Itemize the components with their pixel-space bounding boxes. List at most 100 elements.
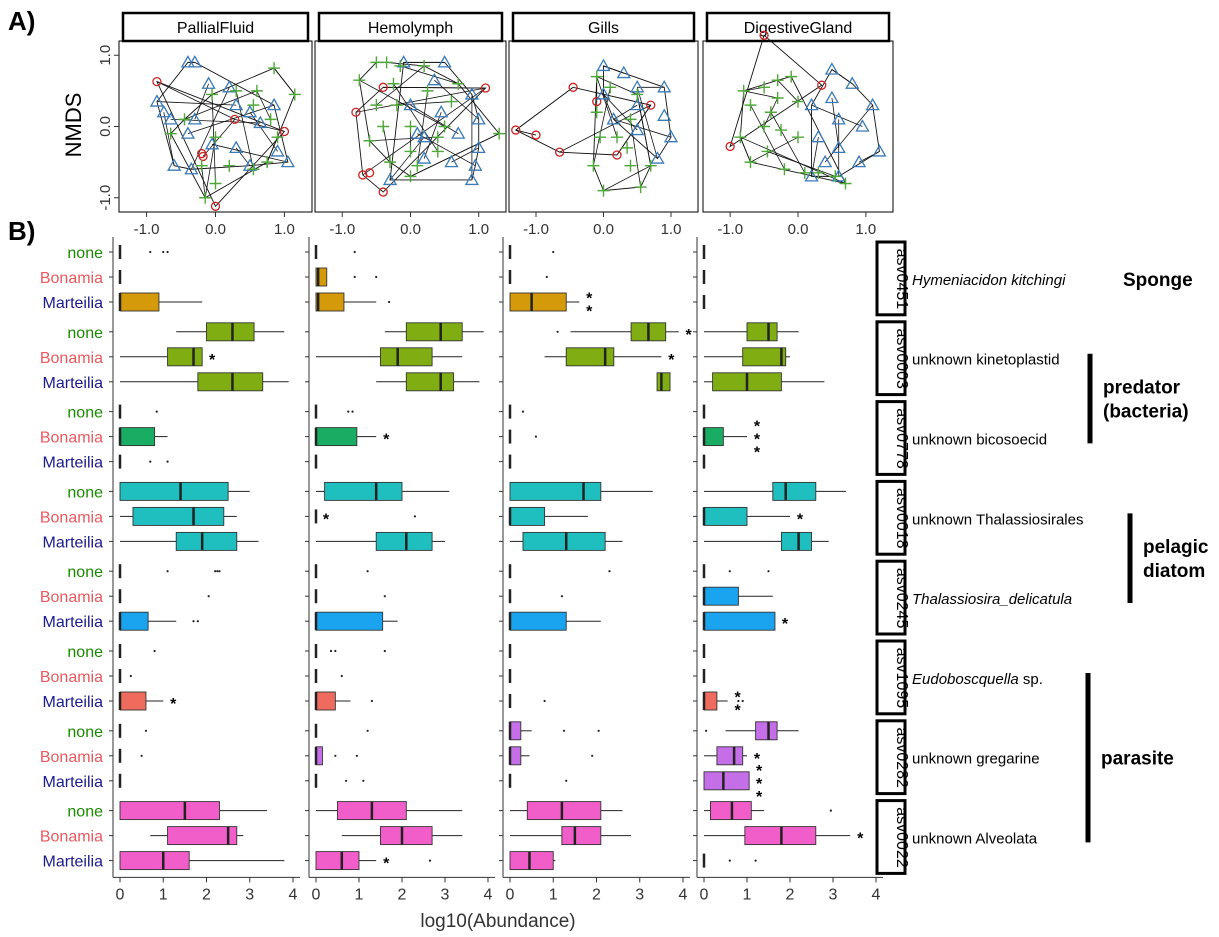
box-iqr	[119, 851, 190, 871]
outlier-point	[591, 754, 594, 757]
cross-point	[421, 84, 434, 97]
outlier-point	[556, 330, 559, 333]
group-label: Marteilia	[43, 295, 104, 312]
cross-point	[370, 99, 383, 112]
box-iqr	[509, 481, 602, 501]
x-tick-label: 1	[159, 886, 168, 903]
taxon-label: unknown kinetoplastid	[912, 352, 1060, 369]
outlier-point	[560, 595, 564, 598]
facet-strip	[317, 11, 504, 43]
taxon-name: unknown kinetoplastid	[912, 352, 1060, 369]
cluster-link	[559, 104, 651, 153]
triangle-point	[434, 104, 449, 118]
facet-strip	[705, 11, 891, 43]
circle-point	[378, 82, 388, 92]
cross-point	[438, 120, 451, 133]
cross-point	[261, 156, 274, 169]
cluster-link	[396, 101, 452, 106]
outlier-point	[340, 674, 343, 678]
cluster-link	[811, 137, 819, 177]
box-iqr	[119, 427, 156, 447]
cluster-link	[202, 119, 236, 157]
cross-point	[829, 170, 842, 183]
triangle-point	[824, 62, 840, 75]
asv-strip	[875, 320, 907, 397]
group-label: none	[67, 325, 103, 342]
significance-star: *	[170, 696, 177, 713]
outlier-point	[153, 649, 156, 653]
cross-point	[404, 145, 417, 158]
taxon-label: Thalassiosira_delicatula	[912, 591, 1072, 608]
outlier-point	[562, 729, 566, 732]
cross-point	[223, 159, 236, 172]
triangle-point	[201, 76, 216, 89]
triangle-point	[437, 55, 452, 68]
triangle-point	[184, 161, 199, 175]
asv-strip-label: asv1095	[893, 648, 910, 709]
box-iqr	[565, 347, 615, 367]
triangle-point	[242, 104, 258, 118]
nmds-scatter-panels: PallialFluid -1.0 0.0 1.0 Hemolymph -1.0 0.0 1.…	[97, 11, 894, 238]
cross-point	[452, 77, 465, 90]
outlier-point	[351, 410, 354, 413]
cross-point	[775, 124, 788, 137]
box-iqr	[315, 611, 384, 631]
cross-point	[370, 56, 383, 69]
nmds-panel-frame	[702, 40, 894, 213]
outlier-point	[545, 275, 548, 279]
cluster-link	[739, 137, 751, 163]
triangle-point	[657, 108, 672, 121]
cross-point	[624, 113, 637, 126]
cross-point	[761, 145, 774, 158]
outlier-point	[353, 250, 356, 254]
cluster-link	[636, 87, 658, 159]
triangle-point	[253, 115, 268, 129]
hull-polygon	[811, 68, 880, 177]
box-iqr	[755, 721, 778, 741]
cross-point	[792, 95, 804, 108]
circle-point	[646, 100, 656, 110]
cross-point	[390, 99, 403, 112]
cross-point	[178, 113, 191, 126]
group-label: Bonamia	[40, 669, 103, 686]
outlier-point	[144, 729, 148, 732]
asv-strip-label: asv0282	[893, 727, 910, 788]
circle-point	[210, 201, 221, 211]
y-tick-label: 0.0	[97, 116, 114, 137]
triangle-point	[229, 97, 244, 111]
taxon-name: unknown gregarine	[912, 751, 1040, 768]
cross-point	[594, 131, 607, 144]
asv-strip	[875, 400, 907, 476]
cluster-link	[204, 137, 216, 198]
triangle-point	[451, 126, 466, 139]
cluster-link	[410, 104, 459, 134]
asv-strip-label: asv0018	[893, 488, 910, 549]
box-iqr	[522, 531, 606, 551]
x-tick-label: 0.0	[788, 221, 809, 238]
taxon-name: Thalassiosira_delicatula	[912, 591, 1072, 608]
x-tick-label: 2	[786, 886, 795, 903]
significance-star: *	[754, 432, 761, 449]
x-tick-label: 1	[549, 886, 558, 903]
taxon-label: Eudoboscquella sp.	[912, 671, 1043, 688]
x-tick-label: 0	[700, 886, 709, 903]
box-iqr	[167, 347, 203, 367]
cross-point	[380, 56, 393, 69]
box-iqr	[509, 292, 567, 312]
triangle-point	[167, 158, 182, 171]
cluster-link	[613, 118, 672, 138]
triangle-point	[163, 112, 178, 125]
group-label: Bonamia	[40, 350, 103, 367]
taxon-name: unknown bicosoecid	[912, 432, 1047, 449]
group-label: Marteilia	[43, 854, 104, 871]
triangle-point	[464, 87, 480, 100]
box-iqr	[119, 691, 147, 711]
significance-star: *	[383, 856, 390, 873]
box-iqr	[315, 851, 360, 871]
box-iqr	[772, 481, 817, 501]
outlier-point	[155, 410, 158, 413]
outlier-point	[207, 595, 210, 598]
taxon-label: unknown Thalassiosirales	[912, 511, 1083, 528]
outlier-point	[366, 570, 369, 573]
facet-strip	[511, 11, 696, 43]
